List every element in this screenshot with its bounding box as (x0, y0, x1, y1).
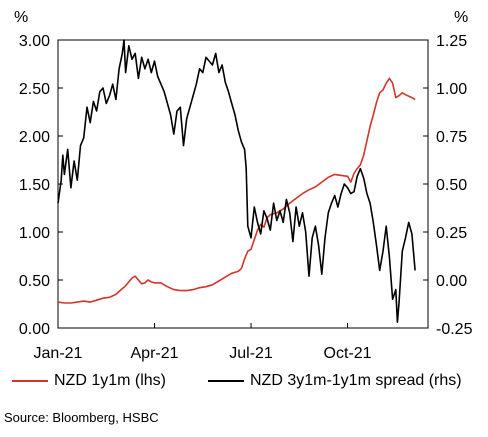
left-tick-label: 0.50 (19, 273, 50, 290)
right-tick-label: 1.25 (436, 33, 467, 50)
right-tick-label: 1.00 (436, 81, 467, 98)
right-tick-label: -0.25 (436, 321, 473, 338)
right-tick-label: 0.00 (436, 273, 467, 290)
x-tick-label: Oct-21 (324, 345, 372, 362)
legend-swatch-spread (208, 380, 244, 382)
left-tick-label: 0.00 (19, 321, 50, 338)
series-line-spread (57, 39, 416, 323)
left-tick-label: 2.50 (19, 81, 50, 98)
plot-border (57, 39, 429, 329)
legend-label-nzd-1y1m: NZD 1y1m (lhs) (54, 372, 167, 389)
legend-item-spread: NZD 3y1m-1y1m spread (rhs) (208, 372, 462, 390)
right-tick-label: 0.75 (436, 129, 467, 146)
legend-label-spread: NZD 3y1m-1y1m spread (rhs) (250, 372, 462, 389)
x-axis: Jan-21 Apr-21 Jul-21 Oct-21 (34, 323, 372, 362)
source-note: Source: Bloomberg, HSBC (4, 410, 159, 425)
right-axis: % -0.25 0.00 0.25 0.50 0.75 1.00 1.25 (423, 9, 473, 338)
left-tick-label: 3.00 (19, 33, 50, 50)
x-tick-label: Jan-21 (34, 345, 83, 362)
legend-item-nzd-1y1m: NZD 1y1m (lhs) (12, 372, 166, 390)
legend-swatch-nzd-1y1m (12, 380, 48, 382)
left-tick-label: 1.00 (19, 225, 50, 242)
right-tick-label: 0.50 (436, 177, 467, 194)
x-tick-label: Apr-21 (131, 345, 179, 362)
left-axis-unit: % (14, 9, 28, 26)
left-tick-label: 2.00 (19, 129, 50, 146)
right-axis-unit: % (454, 9, 468, 26)
x-tick-label: Jul-21 (229, 345, 273, 362)
legend: NZD 1y1m (lhs) NZD 3y1m-1y1m spread (rhs… (12, 372, 488, 394)
series-layer (57, 39, 416, 323)
series-line-nzd-1y1m (57, 77, 416, 304)
plot-frame (57, 39, 429, 329)
left-axis: % 0.00 0.50 1.00 1.50 2.00 2.50 3.00 (14, 9, 63, 338)
chart-svg: % 0.00 0.50 1.00 1.50 2.00 2.50 3.00 % -0.25 0.00… (14, 9, 473, 362)
left-tick-label: 1.50 (19, 177, 50, 194)
right-tick-label: 0.25 (436, 225, 467, 242)
